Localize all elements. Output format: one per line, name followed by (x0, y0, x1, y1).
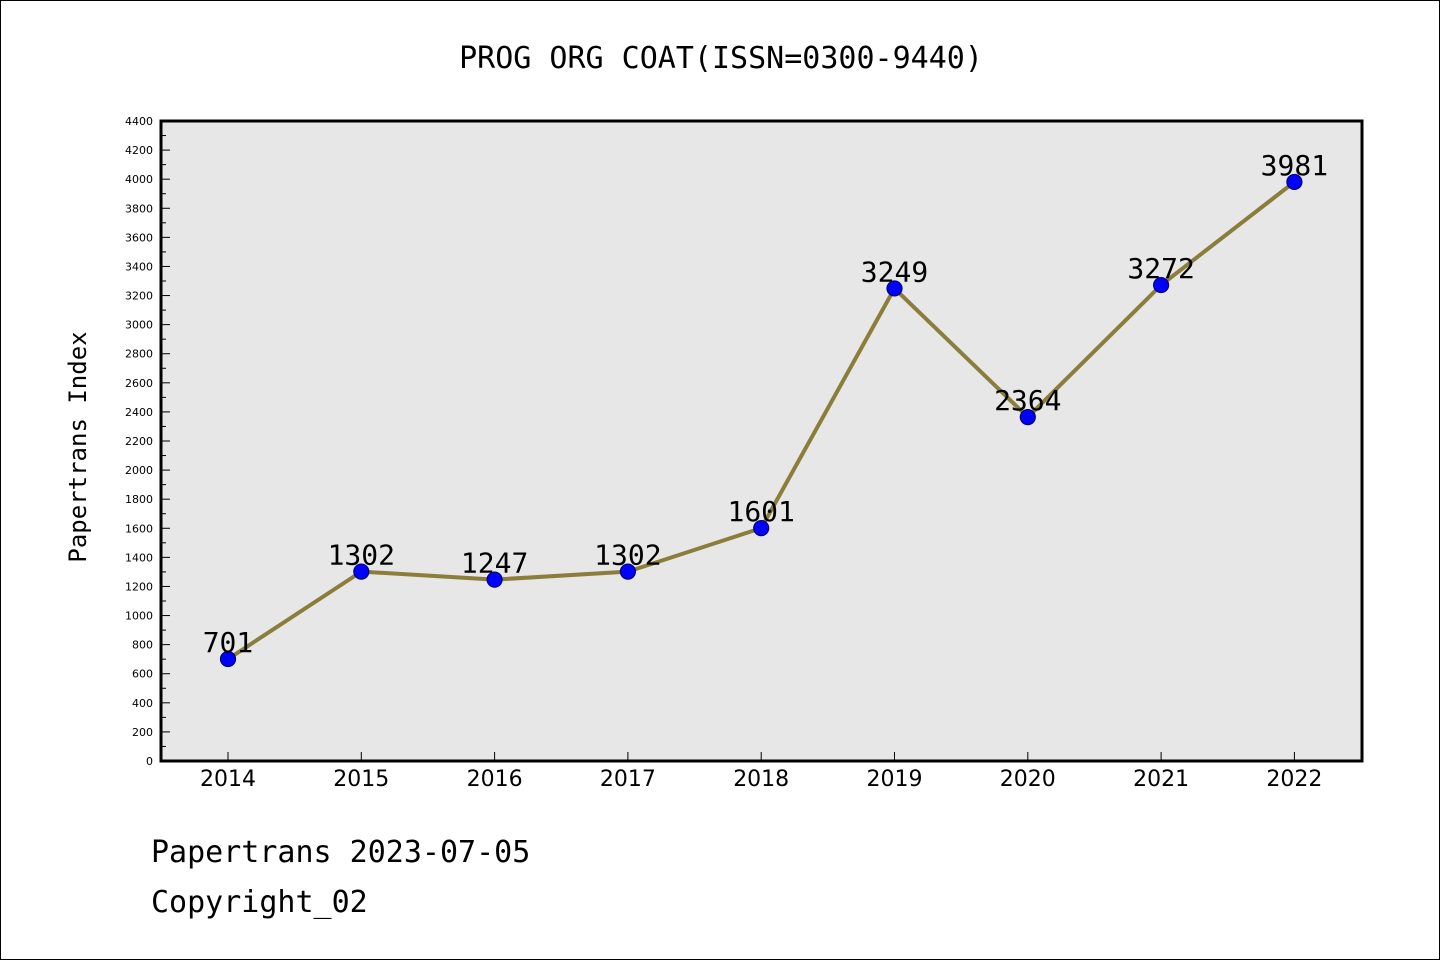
y-tick-label: 4400 (125, 115, 153, 128)
y-tick-label: 3600 (125, 231, 153, 244)
plot-frame (159, 119, 1364, 763)
y-tick-label: 3400 (125, 260, 153, 273)
data-label: 1247 (461, 547, 528, 580)
y-tick-label: 0 (146, 755, 153, 768)
data-label: 1302 (594, 539, 661, 572)
y-tick-label: 3200 (125, 290, 153, 303)
data-labels: 701 1302 1247 1302 1601 3249 2364 3272 3981 (203, 149, 1328, 659)
data-label: 3272 (1127, 252, 1194, 285)
y-tick-label: 1000 (125, 610, 153, 623)
y-tick-label: 3800 (125, 202, 153, 215)
chart-title: PROG ORG COAT(ISSN=0300-9440) (459, 41, 983, 76)
data-point (486, 571, 503, 588)
data-label: 1601 (727, 495, 794, 528)
data-point (619, 563, 637, 580)
y-tick-label: 400 (132, 697, 153, 710)
y-tick-label: 800 (132, 639, 153, 652)
y-tick-label: 2600 (125, 377, 153, 390)
x-tick-label: 2021 (1133, 767, 1189, 792)
y-tick-label: 4200 (125, 144, 153, 157)
y-axis-ticks: 0 200 400 600 800 1000 1200 1400 1600 1800 2000 220… (125, 115, 170, 768)
x-tick-label: 2019 (867, 767, 923, 792)
data-label: 3981 (1261, 149, 1328, 182)
y-tick-label: 200 (132, 726, 153, 739)
footer-date-line: Papertrans 2023-07-05 (151, 835, 531, 870)
data-label: 701 (203, 626, 254, 659)
data-point (1286, 173, 1303, 191)
data-point (1019, 409, 1036, 426)
data-point (1152, 276, 1170, 294)
y-tick-label: 2400 (125, 406, 153, 419)
data-point (219, 650, 237, 668)
footer-copyright-line: Copyright_02 (151, 885, 368, 920)
y-tick-label: 1800 (125, 493, 153, 506)
data-point (886, 280, 903, 297)
data-label: 2364 (994, 384, 1061, 417)
y-tick-label: 2000 (125, 464, 153, 477)
plot-area (161, 121, 1362, 761)
y-tick-label: 3000 (125, 319, 153, 332)
data-points (219, 173, 1303, 668)
x-tick-label: 2022 (1266, 767, 1322, 792)
data-label: 1302 (328, 539, 395, 572)
x-tick-label: 2016 (467, 767, 523, 792)
data-point (753, 520, 770, 537)
y-tick-label: 1600 (125, 522, 153, 535)
x-tick-label: 2018 (733, 767, 789, 792)
data-label: 3249 (861, 255, 928, 288)
x-tick-label: 2014 (200, 767, 256, 792)
y-tick-label: 2200 (125, 435, 153, 448)
data-point (353, 563, 370, 580)
x-tick-label: 2020 (1000, 767, 1056, 792)
y-tick-label: 600 (132, 668, 153, 681)
y-tick-label: 4000 (125, 173, 153, 186)
y-tick-label: 2800 (125, 348, 153, 361)
x-tick-label: 2017 (600, 767, 656, 792)
y-axis-label: Papertrans Index (64, 331, 92, 562)
y-tick-label: 1200 (125, 580, 153, 593)
x-axis-ticks: 2014 2015 2016 2017 2018 2019 2020 2021 2022 (200, 752, 1322, 792)
y-tick-label: 1400 (125, 551, 153, 564)
x-tick-label: 2015 (333, 767, 389, 792)
